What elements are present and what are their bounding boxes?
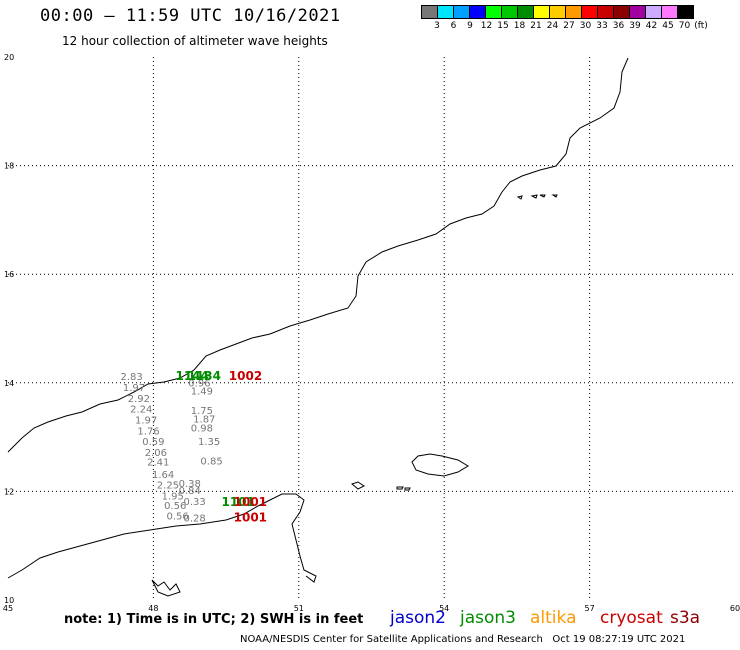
wave-height-label: 0.33 (183, 497, 205, 508)
legend-label: 33 (596, 21, 608, 31)
coastline (530, 194, 538, 199)
legend-label: 6 (450, 21, 457, 31)
wave-height-label: 1.97 (135, 416, 157, 427)
lat-tick-label: 10 (4, 596, 14, 605)
legend-swatch (677, 5, 694, 19)
wave-height-label: 0.96 (188, 379, 210, 390)
lat-tick-label: 20 (4, 53, 14, 62)
wave-height-label: 1134 (188, 369, 221, 383)
legend-label: 9 (467, 21, 473, 31)
satellite-jason3: jason3 (460, 608, 516, 628)
wave-height-label: 1.97 (123, 383, 145, 394)
coastline (539, 194, 546, 198)
wave-height-label: 2.24 (130, 405, 152, 416)
legend-label: 3 (434, 21, 440, 31)
wave-height-label: 1101 (222, 495, 255, 509)
legend-label: 18 (513, 21, 526, 31)
lon-tick-label: 60 (730, 604, 740, 613)
wave-height-label: 1.49 (191, 387, 213, 398)
lon-tick-label: 54 (439, 604, 449, 613)
wave-height-label: 1.64 (152, 470, 174, 481)
wave-height-label: 2.83 (120, 372, 142, 383)
wave-height-label: 0.56 (167, 512, 189, 523)
lon-tick-label: 57 (585, 604, 595, 613)
legend-label: 15 (497, 21, 509, 31)
color-legend (421, 5, 694, 19)
lat-tick-label: 14 (4, 379, 14, 388)
coastline (350, 481, 365, 490)
legend-label: 24 (546, 21, 559, 31)
coastline (7, 57, 629, 453)
wave-height-label: 1144 (175, 369, 208, 383)
wave-height-label: 2.41 (147, 457, 169, 468)
wave-height-label: 1.87 (193, 414, 215, 425)
lon-tick-label: 45 (3, 604, 13, 613)
wave-height-label: 1.75 (191, 406, 213, 417)
satellite-altika: altika (530, 608, 577, 628)
legend-label: (ft) (694, 21, 708, 31)
footer-note: note: 1) Time is in UTC; 2) SWH is in fe… (64, 612, 364, 627)
wave-height-label: 2.25 (157, 481, 179, 492)
wave-height-label: 1.35 (198, 437, 220, 448)
lon-tick-label: 51 (294, 604, 304, 613)
wave-height-label: 1002 (229, 369, 262, 383)
wave-height-label: 1001 (234, 495, 267, 509)
credit-line: NOAA/NESDIS Center for Satellite Applica… (240, 634, 686, 645)
wave-height-label: 0.38 (179, 479, 201, 490)
legend-label: 39 (629, 21, 641, 31)
wave-height-label: 0.84 (179, 486, 201, 497)
coastline (551, 194, 558, 198)
coastline (396, 486, 404, 490)
map-subtitle: 12 hour collection of altimeter wave hei… (62, 34, 328, 48)
legend-label: 30 (579, 21, 592, 31)
lat-tick-label: 12 (4, 487, 14, 496)
legend-label: 21 (530, 21, 542, 31)
lat-tick-label: 18 (4, 162, 14, 171)
satellite-s3a: s3a (670, 608, 701, 628)
wave-height-label: 2.06 (145, 448, 167, 459)
coastline (411, 453, 469, 477)
legend-label: 27 (563, 21, 575, 31)
legend-label: 42 (645, 21, 658, 31)
lon-tick-label: 48 (148, 604, 158, 613)
wave-height-label: 0.98 (191, 424, 213, 435)
wave-height-label: 0.28 (183, 513, 205, 524)
coastline (151, 579, 181, 597)
wave-height-label: 1.76 (137, 426, 159, 437)
satellite-cryosat: cryosat (600, 608, 663, 628)
legend-label: 12 (480, 21, 493, 31)
legend-label: 36 (612, 21, 625, 31)
satellite-jason2: jason2 (390, 608, 446, 628)
coastline (404, 487, 411, 491)
coastline (516, 195, 523, 200)
wave-height-label: 1001 (234, 510, 267, 524)
legend-label: 70 (678, 21, 691, 31)
wave-height-label: 2.92 (128, 394, 150, 405)
map-title: 00:00 – 11:59 UTC 10/16/2021 (40, 6, 341, 26)
wave-height-label: 1.95 (162, 492, 184, 503)
wave-height-label: 0.59 (142, 437, 164, 448)
lat-tick-label: 16 (4, 270, 14, 279)
legend-label: 45 (662, 21, 674, 31)
wave-height-label: 0.56 (164, 501, 186, 512)
wave-height-label: 0.85 (200, 456, 222, 467)
coastline (7, 493, 317, 583)
